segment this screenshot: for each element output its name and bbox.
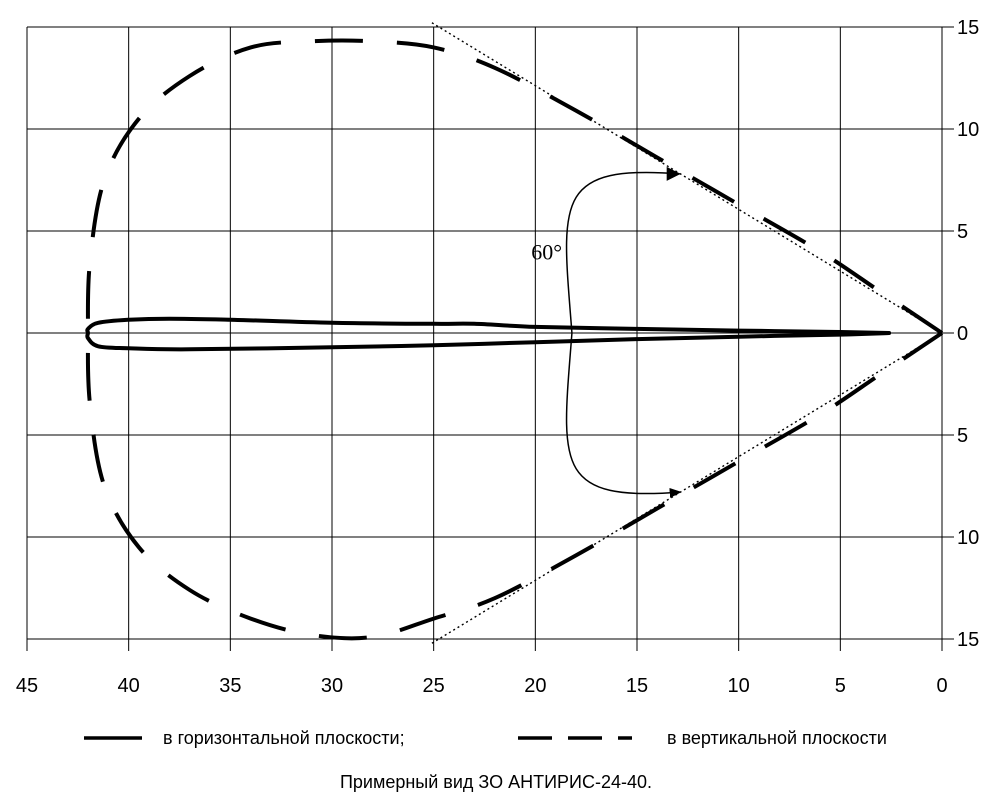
y-tick-label-3: 0 xyxy=(957,323,968,345)
angle-arc-arrow xyxy=(565,171,682,498)
y-tick-label-5: 10 xyxy=(957,527,979,549)
chart-caption: Примерный вид ЗО АНТИРИС-24-40. xyxy=(340,772,652,792)
legend: в горизонтальной плоскости; в вертикальн… xyxy=(84,728,887,748)
angle-arrowhead-upper xyxy=(666,166,681,181)
series-horizontal-plane-line xyxy=(85,316,892,352)
series-vertical-plane-line xyxy=(85,38,944,641)
y-tick-label-4: 5 xyxy=(957,425,968,447)
y-tick-label-1: 10 xyxy=(957,119,979,141)
y-tick-label-0: 15 xyxy=(957,17,979,39)
x-tick-label-4: 25 xyxy=(423,675,445,697)
sector-guide-upper xyxy=(429,20,943,334)
x-tick-label-3: 30 xyxy=(321,675,343,697)
y-tick-label-6: 15 xyxy=(957,629,979,651)
x-tick-label-1: 40 xyxy=(118,675,140,697)
x-tick-label-5: 20 xyxy=(524,675,546,697)
angle-label: 60° xyxy=(531,240,562,265)
axis-ticks: 45 40 35 30 25 20 15 10 5 0 15 10 5 0 5 10 15 xyxy=(16,17,979,697)
legend-label-horizontal: в горизонтальной плоскости; xyxy=(163,728,405,748)
y-tick-label-2: 5 xyxy=(957,221,968,243)
x-tick-label-8: 5 xyxy=(835,675,846,697)
legend-label-vertical: в вертикальной плоскости xyxy=(667,728,887,748)
grid xyxy=(26,26,954,651)
annotations: 60° xyxy=(531,166,682,498)
x-tick-label-7: 10 xyxy=(728,675,750,697)
x-tick-label-0: 45 xyxy=(16,675,38,697)
sector-guide-lower xyxy=(429,332,943,646)
x-tick-label-6: 15 xyxy=(626,675,648,697)
x-tick-label-9: 0 xyxy=(936,675,947,697)
x-tick-label-2: 35 xyxy=(219,675,241,697)
series-layer xyxy=(85,38,944,641)
